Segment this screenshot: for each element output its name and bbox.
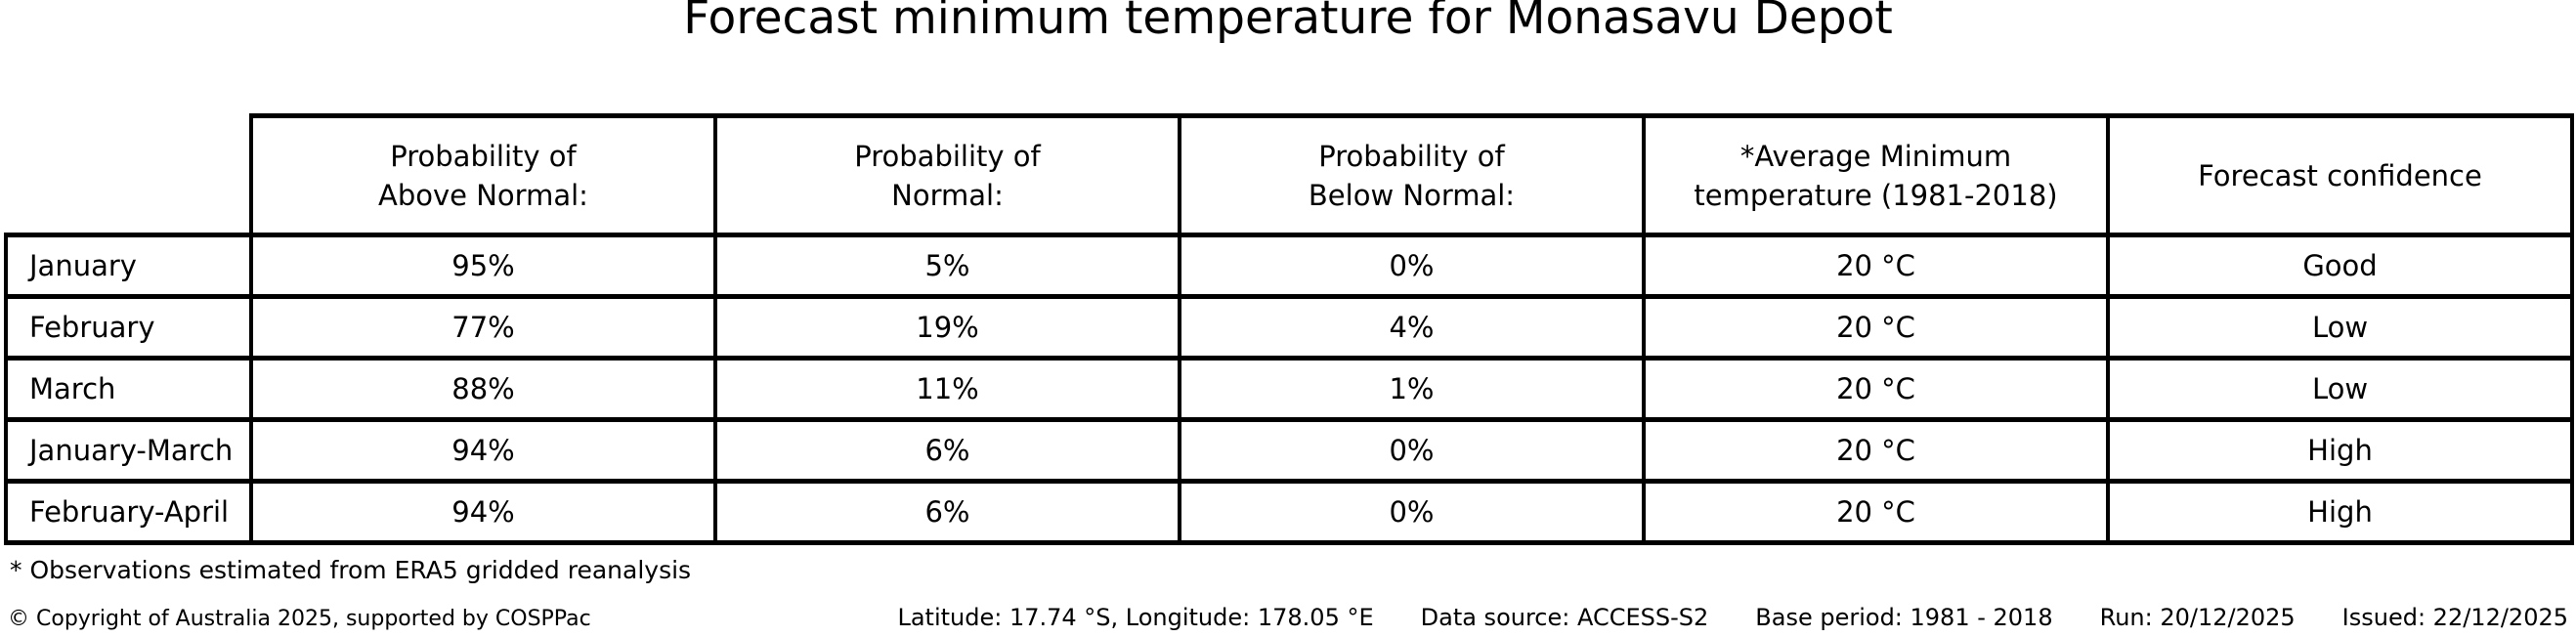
cell-below-normal: 0% <box>1178 417 1646 484</box>
issued-date-label: Issued: 22/12/2025 <box>2341 604 2568 631</box>
table-row: January-March 94% 6% 0% 20 °C High <box>4 417 2574 484</box>
cell-normal: 5% <box>713 233 1181 299</box>
cell-forecast-confidence: High <box>2106 417 2574 484</box>
cell-normal: 6% <box>713 479 1181 545</box>
copyright-text: © Copyright of Australia 2025, supported… <box>8 607 591 631</box>
cell-below-normal: 1% <box>1178 356 1646 422</box>
footer-bar: © Copyright of Australia 2025, supported… <box>8 602 2568 635</box>
column-header-above-normal: Probability of Above Normal: <box>249 113 717 237</box>
cell-above-normal: 77% <box>249 294 717 361</box>
cell-average-minimum: 20 °C <box>1642 294 2110 361</box>
cell-normal: 6% <box>713 417 1181 484</box>
column-header-normal: Probability of Normal: <box>713 113 1181 237</box>
cell-above-normal: 94% <box>249 417 717 484</box>
cell-below-normal: 0% <box>1178 479 1646 545</box>
cell-above-normal: 88% <box>249 356 717 422</box>
header-row: Probability of Above Normal: Probability… <box>6 113 2574 237</box>
cell-forecast-confidence: Low <box>2106 294 2574 361</box>
cell-forecast-confidence: High <box>2106 479 2574 545</box>
cell-average-minimum: 20 °C <box>1642 479 2110 545</box>
cell-above-normal: 95% <box>249 233 717 299</box>
run-date-label: Run: 20/12/2025 <box>2099 604 2296 631</box>
cell-average-minimum: 20 °C <box>1642 233 2110 299</box>
page-title: Forecast minimum temperature for Monasav… <box>683 0 1893 45</box>
column-header-average-minimum: *Average Minimum temperature (1981-2018) <box>1642 113 2110 237</box>
table-row: February-April 94% 6% 0% 20 °C High <box>4 479 2574 545</box>
footnote: * Observations estimated from ERA5 gridd… <box>10 556 692 584</box>
row-label-february: February <box>4 294 253 361</box>
data-source-label: Data source: ACCESS-S2 <box>1420 604 1709 631</box>
location-coordinates: Latitude: 17.74 °S, Longitude: 178.05 °E <box>897 604 1374 631</box>
column-header-forecast-confidence: Forecast confidence <box>2106 113 2574 237</box>
corner-blank-cell <box>6 116 251 235</box>
table-row: February 77% 19% 4% 20 °C Low <box>4 294 2574 361</box>
cell-forecast-confidence: Low <box>2106 356 2574 422</box>
cell-normal: 19% <box>713 294 1181 361</box>
cell-normal: 11% <box>713 356 1181 422</box>
row-label-february-april: February-April <box>4 479 253 545</box>
cell-average-minimum: 20 °C <box>1642 417 2110 484</box>
row-label-january: January <box>4 233 253 299</box>
cell-below-normal: 4% <box>1178 294 1646 361</box>
cell-below-normal: 0% <box>1178 233 1646 299</box>
row-label-january-march: January-March <box>4 417 253 484</box>
row-label-march: March <box>4 356 253 422</box>
cell-average-minimum: 20 °C <box>1642 356 2110 422</box>
forecast-table: Probability of Above Normal: Probability… <box>4 113 2574 545</box>
column-header-below-normal: Probability of Below Normal: <box>1178 113 1646 237</box>
table-row: January 95% 5% 0% 20 °C Good <box>4 233 2574 299</box>
cell-forecast-confidence: Good <box>2106 233 2574 299</box>
cell-above-normal: 94% <box>249 479 717 545</box>
table-row: March 88% 11% 1% 20 °C Low <box>4 356 2574 422</box>
base-period-label: Base period: 1981 - 2018 <box>1755 604 2053 631</box>
